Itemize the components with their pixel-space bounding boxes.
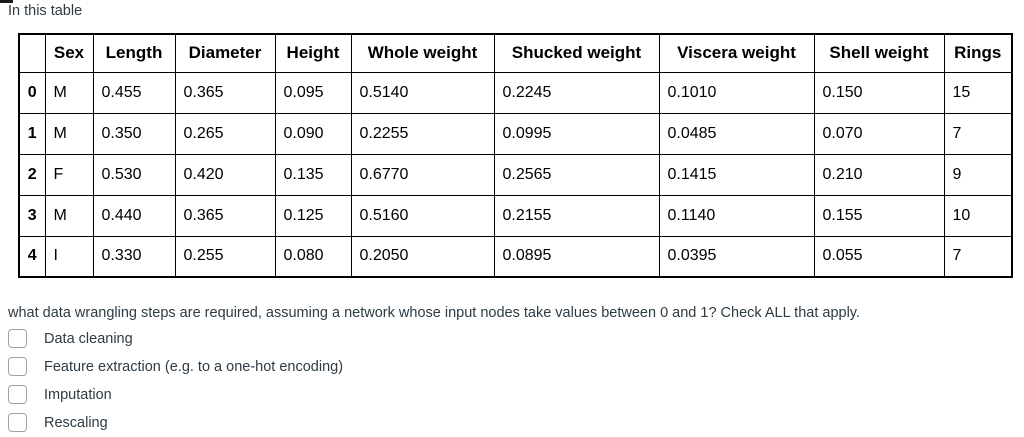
cell-sex: M bbox=[44, 194, 94, 237]
cell-diameter: 0.265 bbox=[174, 112, 276, 155]
cell-diameter: 0.255 bbox=[174, 235, 276, 278]
cell-sex: I bbox=[44, 235, 94, 278]
cell-diameter: 0.420 bbox=[174, 153, 276, 196]
option-label[interactable]: Feature extraction (e.g. to a one-hot en… bbox=[44, 358, 344, 375]
cell-viscera-weight: 0.1415 bbox=[658, 153, 815, 196]
column-header-sex: Sex bbox=[44, 33, 94, 73]
cell-sex: M bbox=[44, 112, 94, 155]
cell-shell-weight: 0.155 bbox=[813, 194, 945, 237]
column-header-shucked-weight: Shucked weight bbox=[493, 33, 660, 73]
data-table-container: Sex Length Diameter Height Whole weight … bbox=[18, 33, 1013, 278]
cell-height: 0.090 bbox=[274, 112, 352, 155]
option-feature-extraction[interactable]: Feature extraction (e.g. to a one-hot en… bbox=[8, 357, 343, 376]
cell-rings: 15 bbox=[943, 71, 1013, 114]
row-index-label: 4 bbox=[18, 235, 46, 278]
cell-height: 0.135 bbox=[274, 153, 352, 196]
cell-viscera-weight: 0.1140 bbox=[658, 194, 815, 237]
cell-shell-weight: 0.070 bbox=[813, 112, 945, 155]
option-label[interactable]: Imputation bbox=[44, 386, 112, 403]
column-header-rings: Rings bbox=[943, 33, 1013, 73]
cell-shell-weight: 0.210 bbox=[813, 153, 945, 196]
cell-sex: M bbox=[44, 71, 94, 114]
option-data-cleaning[interactable]: Data cleaning bbox=[8, 329, 343, 348]
cell-length: 0.455 bbox=[92, 71, 176, 114]
option-rescaling[interactable]: Rescaling bbox=[8, 413, 343, 432]
column-header-shell-weight: Shell weight bbox=[813, 33, 945, 73]
column-header-index bbox=[18, 33, 46, 73]
cell-viscera-weight: 0.1010 bbox=[658, 71, 815, 114]
question-prompt: what data wrangling steps are required, … bbox=[8, 305, 861, 321]
option-label[interactable]: Data cleaning bbox=[44, 330, 133, 347]
row-index-label: 2 bbox=[18, 153, 46, 196]
cell-shell-weight: 0.150 bbox=[813, 71, 945, 114]
table-header-row: Sex Length Diameter Height Whole weight … bbox=[18, 33, 1013, 73]
cell-shucked-weight: 0.2245 bbox=[493, 71, 660, 114]
cell-shell-weight: 0.055 bbox=[813, 235, 945, 278]
column-header-length: Length bbox=[92, 33, 176, 73]
cell-length: 0.330 bbox=[92, 235, 176, 278]
table-row: 4 I 0.330 0.255 0.080 0.2050 0.0895 0.03… bbox=[18, 235, 1013, 278]
cell-whole-weight: 0.2255 bbox=[350, 112, 495, 155]
checkbox-imputation[interactable] bbox=[8, 385, 27, 404]
option-label[interactable]: Rescaling bbox=[44, 414, 108, 431]
cell-shucked-weight: 0.0895 bbox=[493, 235, 660, 278]
cell-sex: F bbox=[44, 153, 94, 196]
cell-whole-weight: 0.5140 bbox=[350, 71, 495, 114]
table-row: 0 M 0.455 0.365 0.095 0.5140 0.2245 0.10… bbox=[18, 71, 1013, 114]
option-imputation[interactable]: Imputation bbox=[8, 385, 343, 404]
checkbox-feature-extraction[interactable] bbox=[8, 357, 27, 376]
column-header-whole-weight: Whole weight bbox=[350, 33, 495, 73]
row-index-label: 0 bbox=[18, 71, 46, 114]
table-row: 3 M 0.440 0.365 0.125 0.5160 0.2155 0.11… bbox=[18, 194, 1013, 237]
cell-shucked-weight: 0.2155 bbox=[493, 194, 660, 237]
cell-rings: 10 bbox=[943, 194, 1013, 237]
cell-length: 0.530 bbox=[92, 153, 176, 196]
cell-whole-weight: 0.5160 bbox=[350, 194, 495, 237]
cell-diameter: 0.365 bbox=[174, 71, 276, 114]
abalone-data-table: Sex Length Diameter Height Whole weight … bbox=[18, 33, 1013, 278]
row-index-label: 1 bbox=[18, 112, 46, 155]
cell-height: 0.125 bbox=[274, 194, 352, 237]
cell-rings: 7 bbox=[943, 235, 1013, 278]
column-header-viscera-weight: Viscera weight bbox=[658, 33, 815, 73]
cell-viscera-weight: 0.0395 bbox=[658, 235, 815, 278]
checkbox-data-cleaning[interactable] bbox=[8, 329, 27, 348]
cell-viscera-weight: 0.0485 bbox=[658, 112, 815, 155]
answer-options-list: Data cleaning Feature extraction (e.g. t… bbox=[8, 329, 343, 432]
table-row: 1 M 0.350 0.265 0.090 0.2255 0.0995 0.04… bbox=[18, 112, 1013, 155]
column-header-diameter: Diameter bbox=[174, 33, 276, 73]
row-index-label: 3 bbox=[18, 194, 46, 237]
cell-height: 0.095 bbox=[274, 71, 352, 114]
cell-diameter: 0.365 bbox=[174, 194, 276, 237]
cell-length: 0.440 bbox=[92, 194, 176, 237]
intro-text: In this table bbox=[8, 3, 83, 19]
cell-whole-weight: 0.2050 bbox=[350, 235, 495, 278]
checkbox-rescaling[interactable] bbox=[8, 413, 27, 432]
cell-shucked-weight: 0.0995 bbox=[493, 112, 660, 155]
cell-rings: 7 bbox=[943, 112, 1013, 155]
column-header-height: Height bbox=[274, 33, 352, 73]
cell-shucked-weight: 0.2565 bbox=[493, 153, 660, 196]
table-row: 2 F 0.530 0.420 0.135 0.6770 0.2565 0.14… bbox=[18, 153, 1013, 196]
clipped-element-fragment bbox=[0, 0, 13, 3]
cell-rings: 9 bbox=[943, 153, 1013, 196]
cell-length: 0.350 bbox=[92, 112, 176, 155]
cell-whole-weight: 0.6770 bbox=[350, 153, 495, 196]
cell-height: 0.080 bbox=[274, 235, 352, 278]
